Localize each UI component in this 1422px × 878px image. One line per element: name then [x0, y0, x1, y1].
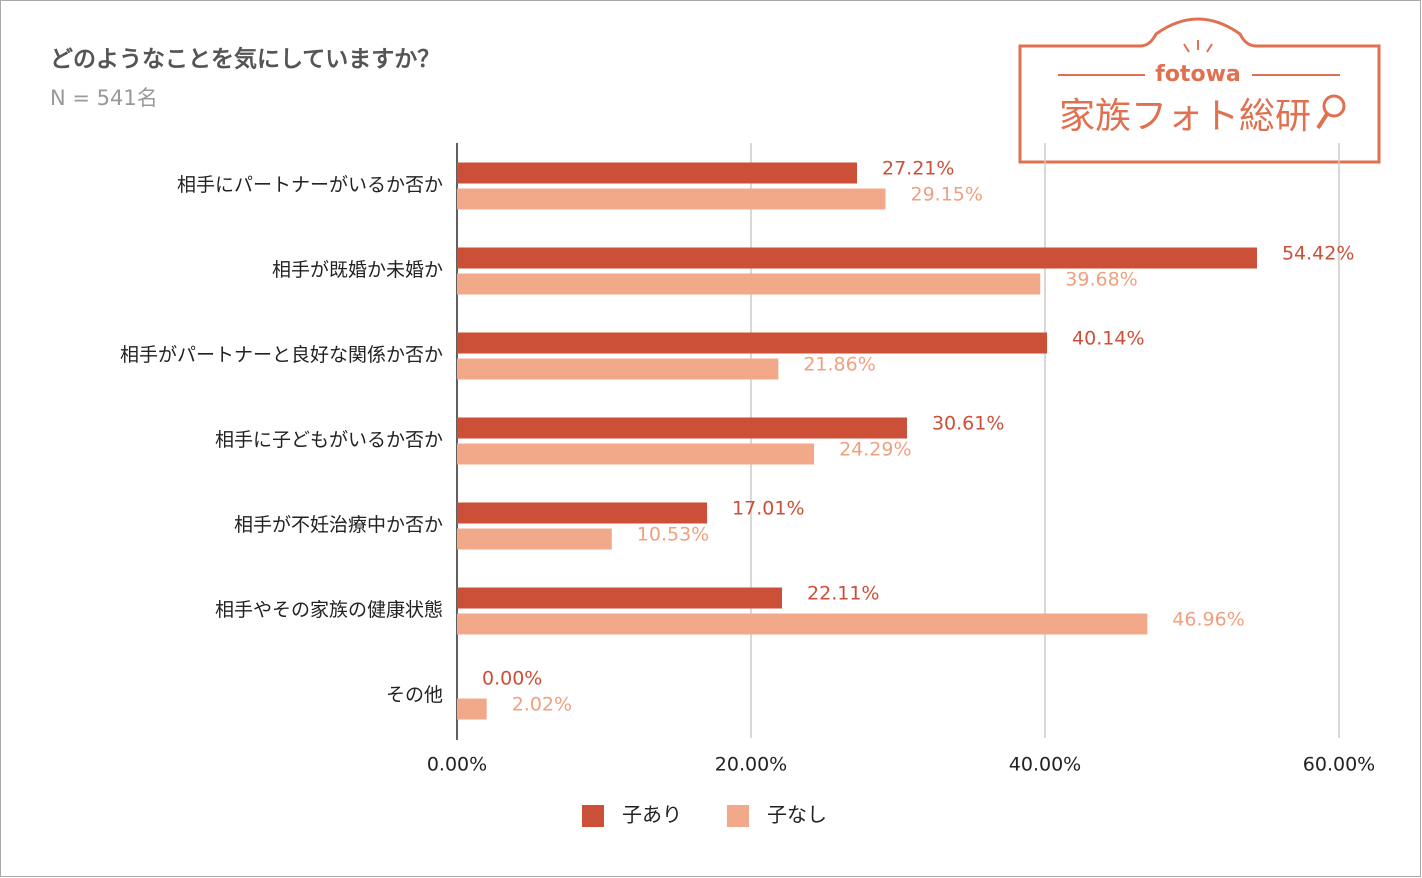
y-tick-label: 相手に子どもがいるか否か [215, 429, 443, 451]
y-tick-label: 相手にパートナーがいるか否か [177, 174, 443, 196]
logo-frame [1018, 17, 1381, 164]
chart-title: どのようなことを気にしていますか？ [50, 46, 440, 73]
chart-subtitle: N = 541名 [50, 86, 158, 110]
bar [457, 417, 907, 439]
y-tick-label: 相手がパートナーと良好な関係か否か [120, 344, 443, 366]
bar [457, 698, 487, 720]
x-tick-label: 60.00% [1303, 754, 1375, 776]
x-tick-label: 40.00% [1009, 754, 1081, 776]
bar [457, 188, 886, 210]
bar [457, 358, 779, 380]
value-label: 17.01% [732, 498, 804, 520]
value-label: 0.00% [482, 668, 542, 690]
logo-name: 家族フォト総研 [1059, 96, 1311, 137]
logo-handle [1316, 112, 1329, 130]
x-tick-label: 0.00% [427, 754, 487, 776]
bar [457, 528, 612, 550]
logo-spark [1183, 43, 1190, 53]
value-label: 40.14% [1072, 328, 1144, 350]
legend-label: 子なし [767, 803, 827, 827]
logo-lens [1322, 94, 1346, 118]
logo-spark [1206, 43, 1213, 53]
legend-swatch [582, 805, 604, 827]
value-label: 27.21% [882, 158, 954, 180]
value-label: 24.29% [839, 439, 911, 461]
value-label: 2.02% [512, 694, 572, 716]
logo-brand: fotowa [1155, 62, 1241, 87]
y-tick-label: 相手が不妊治療中か否か [234, 514, 443, 536]
legend-swatch [727, 805, 749, 827]
bar [457, 273, 1041, 295]
logo [1018, 17, 1381, 164]
bar [457, 332, 1048, 354]
bar [457, 613, 1148, 635]
y-tick-label: その他 [386, 684, 443, 706]
legend-label: 子あり [622, 803, 682, 827]
bar [457, 443, 815, 465]
value-label: 39.68% [1065, 269, 1137, 291]
y-tick-label: 相手が既婚か未婚か [272, 259, 443, 281]
value-label: 21.86% [803, 354, 875, 376]
value-label: 29.15% [911, 184, 983, 206]
bar [457, 502, 708, 524]
value-label: 54.42% [1282, 243, 1354, 265]
bar [457, 162, 857, 184]
value-label: 10.53% [637, 524, 709, 546]
bar [457, 247, 1257, 269]
x-tick-label: 20.00% [715, 754, 787, 776]
value-label: 30.61% [932, 413, 1004, 435]
bar [457, 587, 783, 609]
value-label: 22.11% [807, 583, 879, 605]
y-tick-label: 相手やその家族の健康状態 [215, 599, 443, 621]
value-label: 46.96% [1172, 609, 1244, 631]
